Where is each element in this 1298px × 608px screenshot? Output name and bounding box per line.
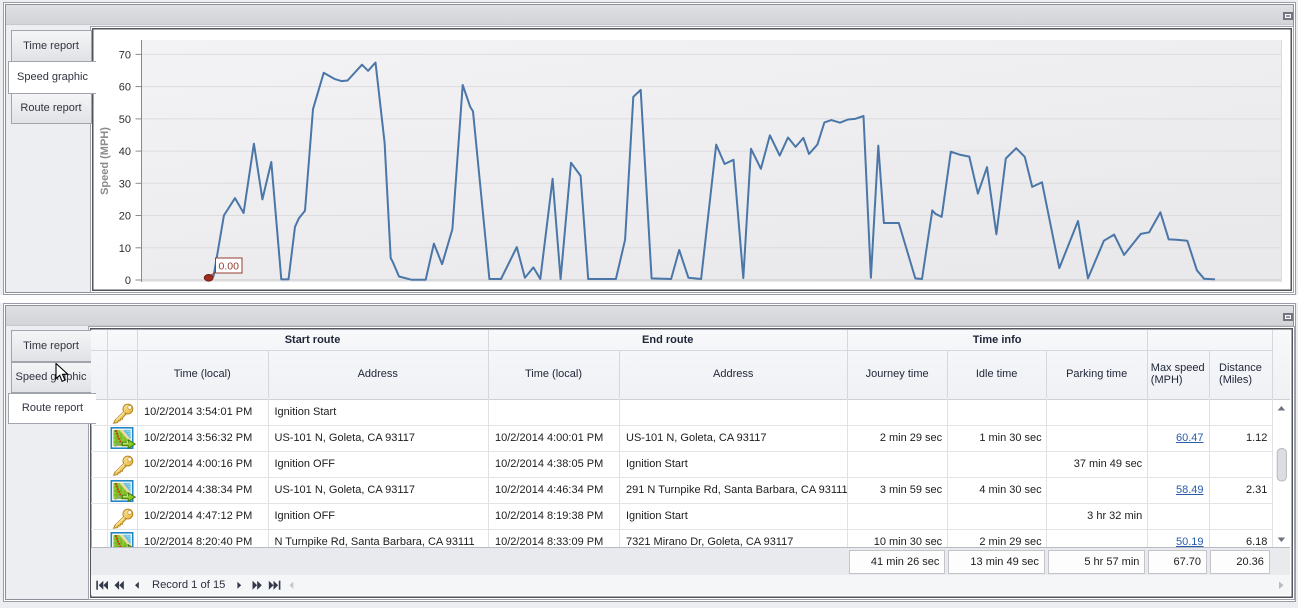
svg-text:0.00: 0.00 <box>218 261 239 273</box>
svg-text:20: 20 <box>119 211 131 223</box>
svg-text:Speed (MPH): Speed (MPH) <box>99 127 111 195</box>
svg-text:40: 40 <box>119 146 131 158</box>
svg-text:0: 0 <box>125 275 131 287</box>
svg-text:30: 30 <box>119 178 131 190</box>
svg-text:60: 60 <box>119 82 131 94</box>
svg-text:10: 10 <box>119 243 131 255</box>
svg-text:70: 70 <box>119 49 131 61</box>
svg-text:50: 50 <box>119 114 131 126</box>
